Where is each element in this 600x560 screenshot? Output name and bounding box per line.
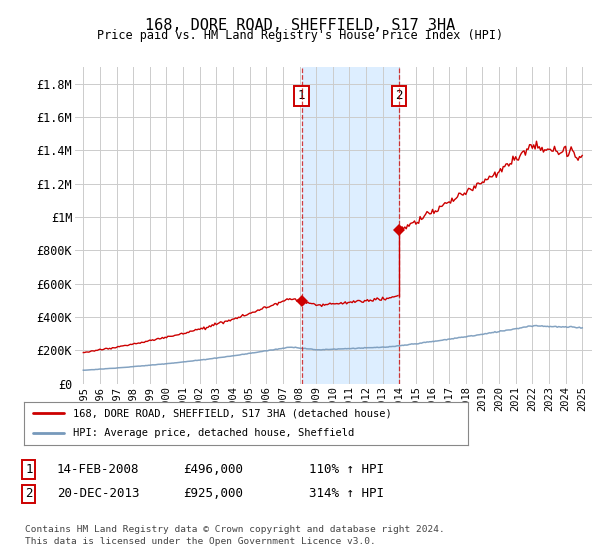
Text: 2: 2 <box>395 89 403 102</box>
Text: Contains HM Land Registry data © Crown copyright and database right 2024.
This d: Contains HM Land Registry data © Crown c… <box>25 525 445 546</box>
Text: 168, DORE ROAD, SHEFFIELD, S17 3HA: 168, DORE ROAD, SHEFFIELD, S17 3HA <box>145 18 455 33</box>
Text: 2: 2 <box>25 487 33 501</box>
Text: 110% ↑ HPI: 110% ↑ HPI <box>309 463 384 476</box>
Text: 314% ↑ HPI: 314% ↑ HPI <box>309 487 384 501</box>
Text: 20-DEC-2013: 20-DEC-2013 <box>57 487 139 501</box>
Bar <box>302 67 399 384</box>
Text: £925,000: £925,000 <box>183 487 243 501</box>
Text: 14-FEB-2008: 14-FEB-2008 <box>57 463 139 476</box>
Text: HPI: Average price, detached house, Sheffield: HPI: Average price, detached house, Shef… <box>73 428 354 438</box>
Text: 1: 1 <box>298 89 305 102</box>
Text: Price paid vs. HM Land Registry's House Price Index (HPI): Price paid vs. HM Land Registry's House … <box>97 29 503 42</box>
Text: £496,000: £496,000 <box>183 463 243 476</box>
Text: 168, DORE ROAD, SHEFFIELD, S17 3HA (detached house): 168, DORE ROAD, SHEFFIELD, S17 3HA (deta… <box>73 408 392 418</box>
Text: 1: 1 <box>25 463 33 476</box>
